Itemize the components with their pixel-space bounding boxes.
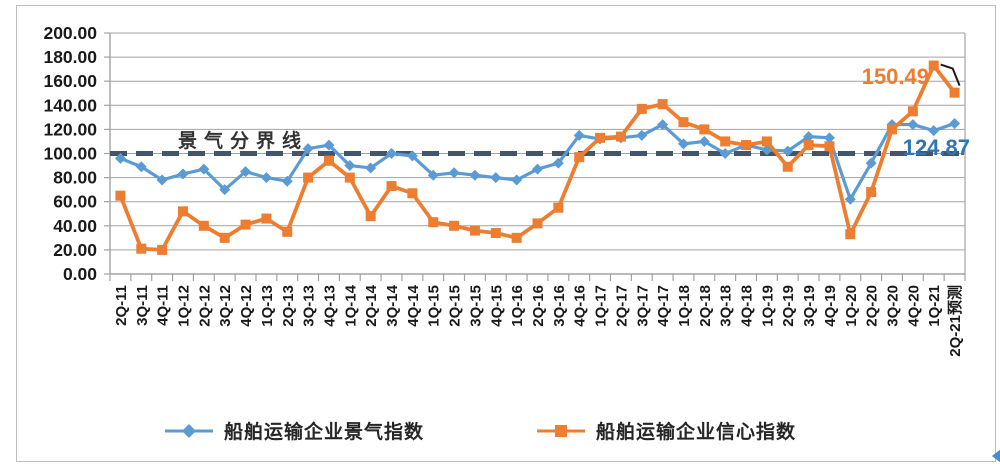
svg-text:180.00: 180.00 (43, 47, 97, 67)
svg-text:3Q-17: 3Q-17 (634, 285, 651, 327)
svg-text:3Q-19: 3Q-19 (801, 285, 818, 327)
svg-text:4Q-19: 4Q-19 (822, 285, 839, 327)
svg-text:2Q-19: 2Q-19 (780, 285, 797, 327)
svg-text:4Q-12: 4Q-12 (238, 285, 255, 327)
svg-text:3Q-14: 3Q-14 (384, 284, 401, 326)
svg-text:60.00: 60.00 (53, 192, 97, 212)
corner-arrow-icon[interactable] (992, 449, 1000, 463)
svg-text:2Q-15: 2Q-15 (447, 285, 464, 327)
svg-text:4Q-20: 4Q-20 (905, 285, 922, 327)
svg-text:124.87: 124.87 (903, 135, 970, 160)
x-axis-labels: 2Q-11 3Q-11 4Q-11 1Q-12 2Q-12 3Q-12 4Q-12 1Q-13… (113, 284, 964, 356)
svg-text:40.00: 40.00 (53, 216, 97, 236)
svg-text:1Q-15: 1Q-15 (426, 285, 443, 327)
series-confidence-line (115, 60, 960, 255)
chart-legend: 船舶运输企业景气指数 船舶运输企业信心指数 (0, 417, 960, 444)
svg-text:150.49: 150.49 (862, 64, 929, 89)
svg-text:160.00: 160.00 (43, 71, 97, 91)
legend-item-prosperity-index[interactable]: 船舶运输企业景气指数 (164, 417, 424, 444)
svg-text:100.00: 100.00 (43, 144, 97, 164)
svg-text:3Q-16: 3Q-16 (551, 285, 568, 327)
svg-text:4Q-13: 4Q-13 (321, 285, 338, 327)
svg-text:120.00: 120.00 (43, 119, 97, 139)
annotation-connector (940, 63, 961, 87)
x-axis-ticks (109, 274, 966, 281)
svg-text:3Q-15: 3Q-15 (467, 285, 484, 327)
svg-text:1Q-16: 1Q-16 (509, 285, 526, 327)
svg-text:0.00: 0.00 (63, 264, 97, 284)
legend-label-prosperity: 船舶运输企业景气指数 (223, 422, 424, 443)
svg-text:4Q-16: 4Q-16 (572, 285, 589, 327)
legend-item-confidence-index[interactable]: 船舶运输企业信心指数 (536, 417, 796, 444)
svg-text:1Q-12: 1Q-12 (175, 285, 192, 327)
svg-text:2Q-11: 2Q-11 (113, 285, 130, 326)
legend-marker-prosperity-icon (164, 423, 213, 438)
svg-text:2Q-13: 2Q-13 (280, 285, 297, 327)
y-axis-labels: 0.00 20.00 40.00 60.00 80.00 100.00 120.00 140.… (43, 23, 97, 284)
svg-text:3Q-12: 3Q-12 (217, 285, 234, 327)
svg-text:2Q-16: 2Q-16 (530, 285, 547, 327)
svg-text:200.00: 200.00 (43, 23, 97, 43)
svg-text:3Q-20: 3Q-20 (885, 285, 902, 327)
svg-text:4Q-18: 4Q-18 (739, 285, 756, 327)
svg-text:3Q-11: 3Q-11 (134, 285, 151, 326)
svg-text:3Q-13: 3Q-13 (301, 285, 318, 327)
svg-text:2Q-14: 2Q-14 (363, 284, 380, 326)
svg-text:1Q-13: 1Q-13 (259, 285, 276, 327)
reference-line-label: 景气分界线 (178, 129, 308, 152)
annotation-confidence-forecast: 150.49 (862, 64, 929, 89)
svg-text:2Q-18: 2Q-18 (697, 285, 714, 327)
svg-text:1Q-20: 1Q-20 (843, 285, 860, 327)
legend-marker-confidence-icon (537, 424, 585, 437)
svg-text:3Q-18: 3Q-18 (718, 285, 735, 327)
svg-text:景气分界线: 景气分界线 (178, 129, 308, 152)
svg-text:2Q-21预测: 2Q-21预测 (946, 285, 964, 357)
svg-text:1Q-18: 1Q-18 (676, 285, 693, 327)
svg-text:2Q-12: 2Q-12 (196, 285, 213, 327)
series-prosperity-line (114, 118, 961, 205)
svg-text:1Q-14: 1Q-14 (342, 284, 359, 326)
annotation-prosperity-forecast: 124.87 (903, 135, 970, 160)
svg-text:80.00: 80.00 (53, 168, 97, 188)
svg-text:4Q-14: 4Q-14 (405, 284, 422, 326)
svg-text:20.00: 20.00 (53, 240, 97, 260)
svg-text:2Q-20: 2Q-20 (864, 285, 881, 327)
svg-text:4Q-11: 4Q-11 (155, 285, 172, 326)
svg-text:2Q-17: 2Q-17 (613, 285, 630, 327)
svg-text:140.00: 140.00 (43, 95, 97, 115)
svg-text:4Q-15: 4Q-15 (488, 285, 505, 327)
svg-text:4Q-17: 4Q-17 (655, 285, 672, 327)
svg-text:1Q-17: 1Q-17 (593, 285, 610, 327)
svg-text:1Q-19: 1Q-19 (759, 285, 776, 327)
legend-label-confidence: 船舶运输企业信心指数 (596, 422, 797, 443)
svg-text:1Q-21: 1Q-21 (926, 285, 943, 327)
